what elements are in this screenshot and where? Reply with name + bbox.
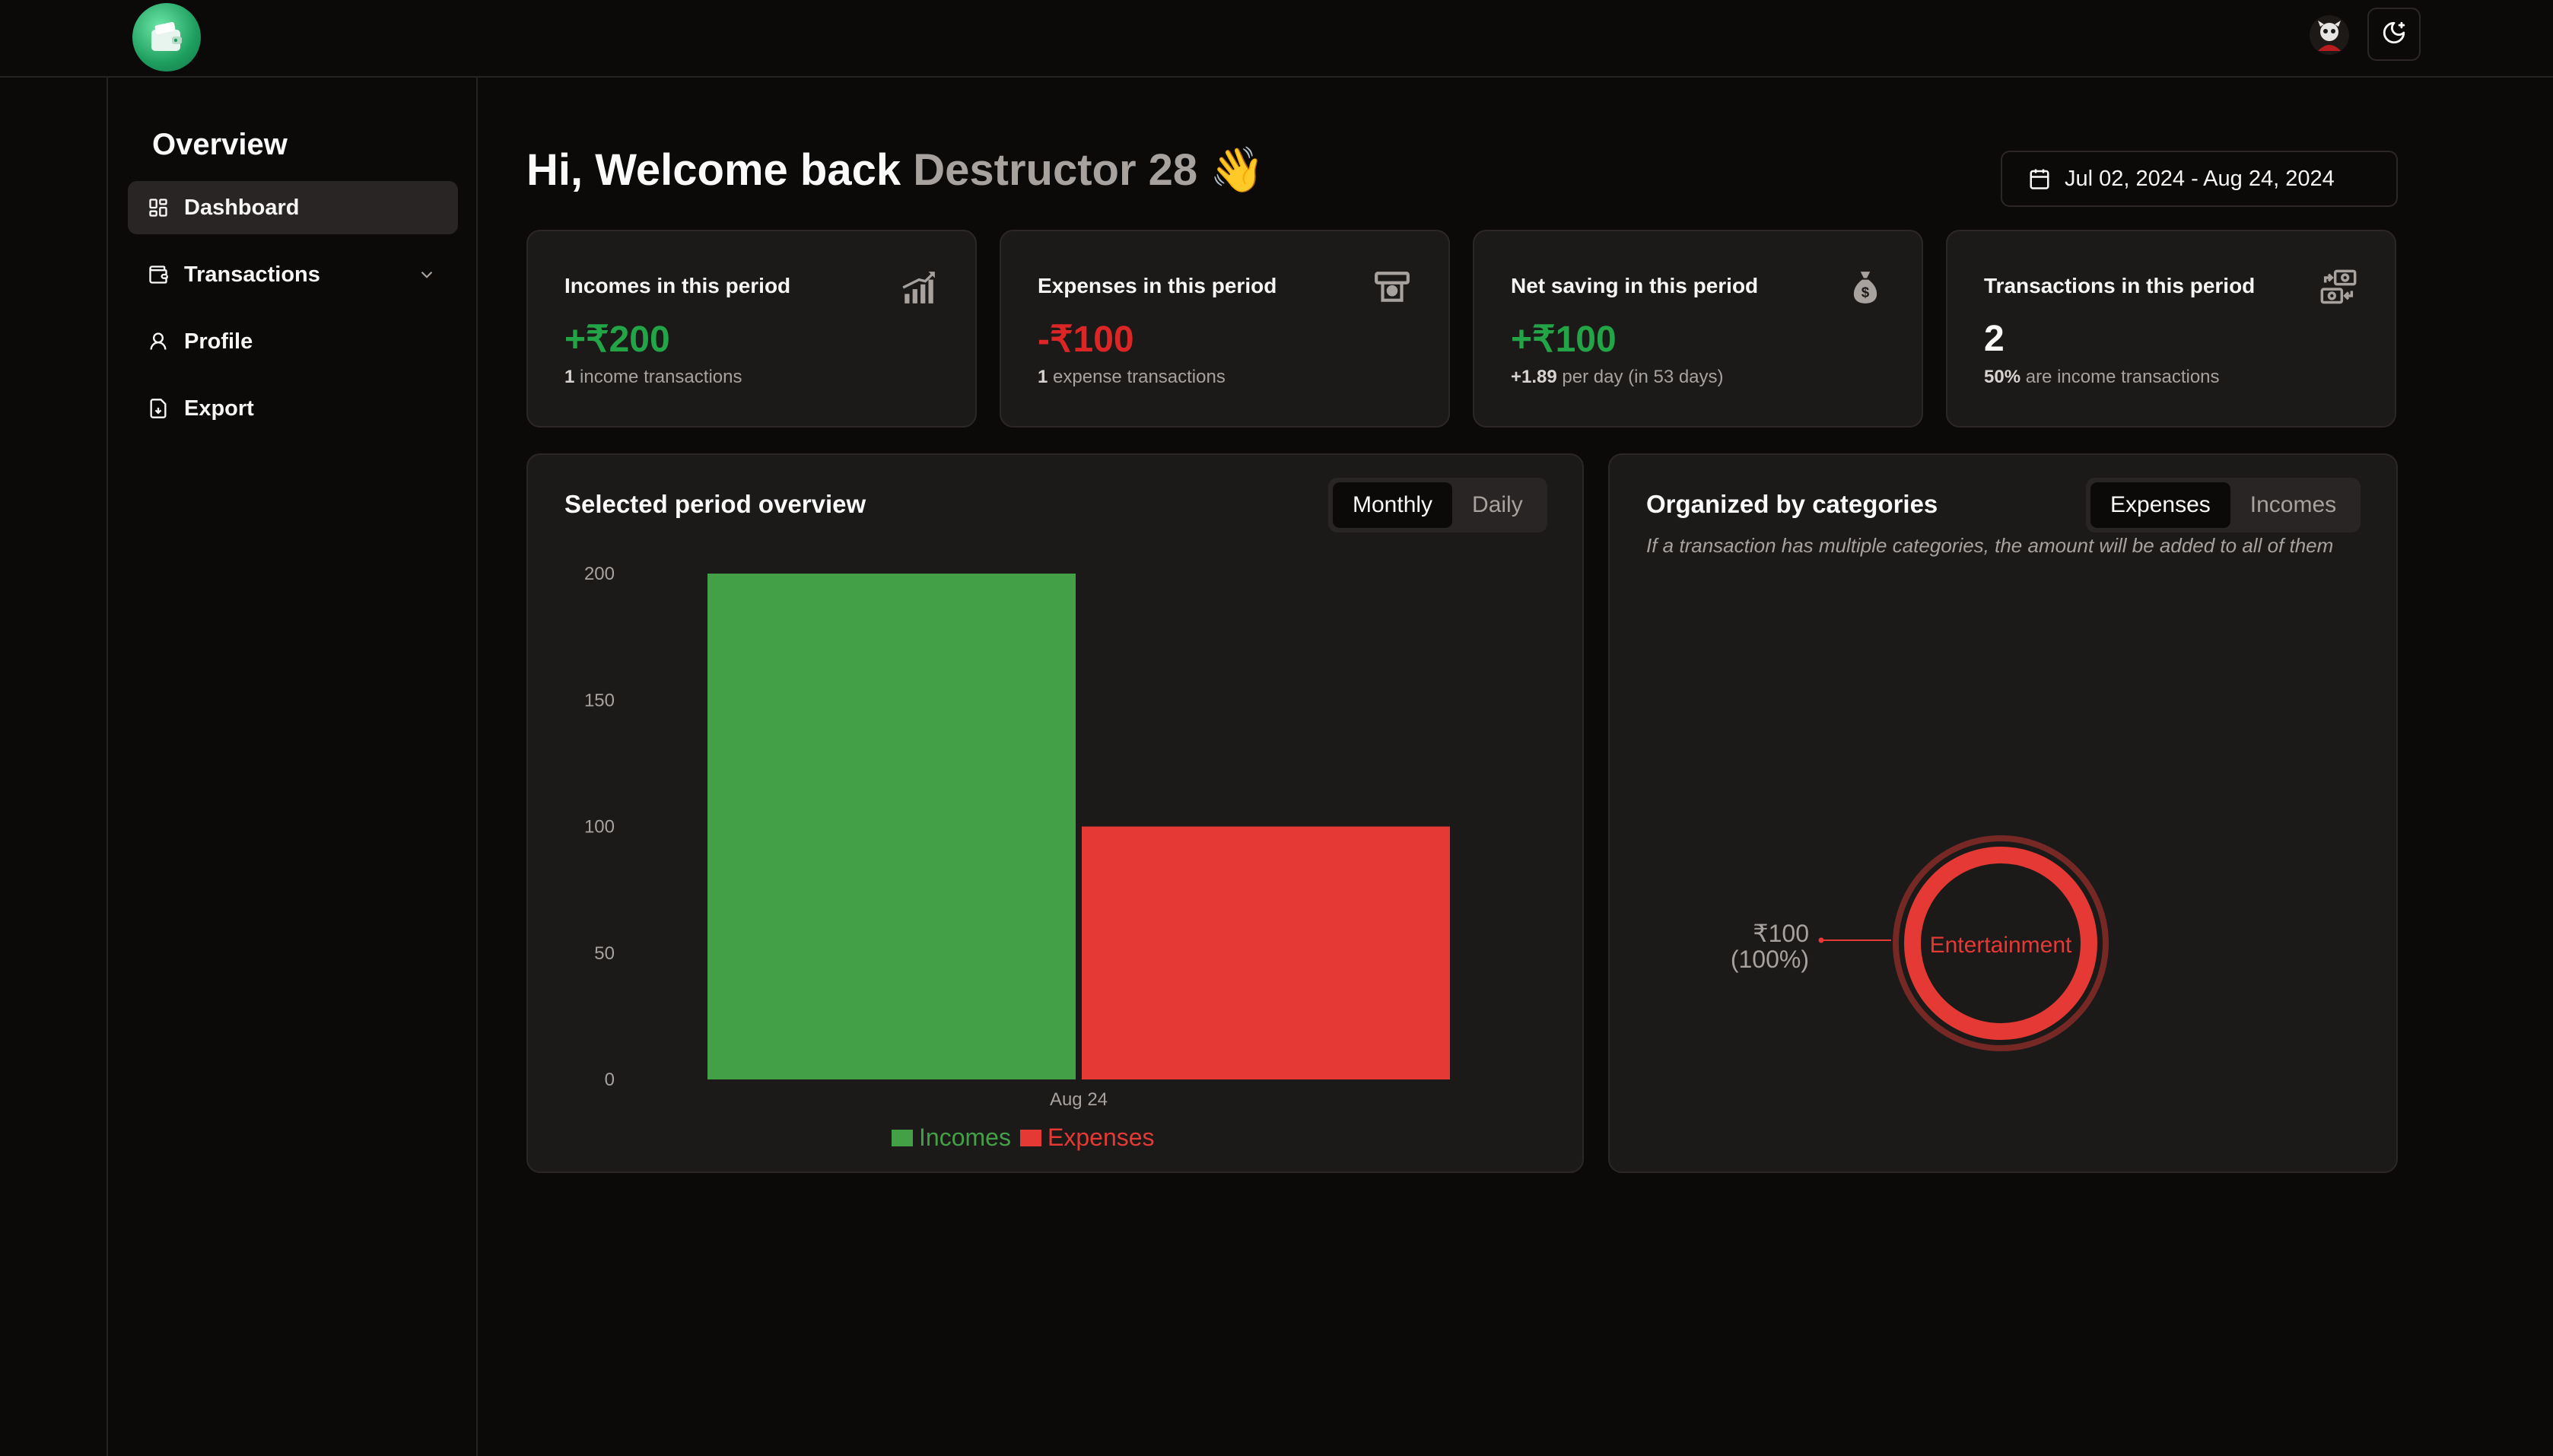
expenses-card: Expenses in this period -₹100 1 expense … xyxy=(1000,230,1450,428)
bar-expenses xyxy=(1082,826,1450,1079)
user-avatar[interactable] xyxy=(2310,15,2349,55)
legend-swatch-incomes xyxy=(892,1130,913,1146)
sidebar-item-dashboard[interactable]: Dashboard xyxy=(128,181,458,234)
card-value: -₹100 xyxy=(1038,319,1134,360)
sidebar-title: Overview xyxy=(152,128,288,161)
y-tick-label: 0 xyxy=(605,1070,615,1090)
panel-title: Selected period overview xyxy=(564,490,866,518)
tab-incomes[interactable]: Incomes xyxy=(2249,492,2337,517)
bar-incomes xyxy=(707,574,1076,1079)
card-value: 2 xyxy=(1984,319,2005,359)
legend-label-incomes: Incomes xyxy=(919,1124,1011,1151)
username: Destructor 28 xyxy=(913,145,1198,195)
moon-icon xyxy=(2381,20,2407,49)
slice-outer-ring xyxy=(1893,835,2109,1051)
cash-exchange-icon xyxy=(2319,268,2358,307)
sidebar: Overview Dashboard Transactions Profile … xyxy=(108,78,478,1456)
slice-label-dot xyxy=(1818,937,1824,943)
pie-chart: Entertainment ₹100(100%) xyxy=(1731,835,2109,1051)
card-subtext: 1 expense transactions xyxy=(1038,367,1226,387)
page-title: Hi, Welcome back Destructor 28 👋 xyxy=(526,145,1265,196)
sidebar-item-label: Export xyxy=(184,396,254,421)
wallet-logo-icon[interactable] xyxy=(132,3,201,72)
sidebar-item-label: Transactions xyxy=(184,262,320,287)
categories-note: If a transaction has multiple categories… xyxy=(1646,534,2334,557)
x-tick-label: Aug 24 xyxy=(1050,1089,1108,1110)
card-label: Transactions in this period xyxy=(1984,274,2256,297)
svg-text:$: $ xyxy=(1861,285,1870,300)
y-tick-label: 200 xyxy=(584,564,615,584)
legend-swatch-expenses xyxy=(1020,1130,1041,1146)
money-bag-icon: $ xyxy=(1846,268,1885,307)
greeting-text: Hi, Welcome back xyxy=(526,145,901,195)
wave-emoji: 👋 xyxy=(1210,145,1265,195)
tab-daily[interactable]: Daily xyxy=(1472,492,1523,517)
card-label: Net saving in this period xyxy=(1511,274,1759,297)
sidebar-item-label: Dashboard xyxy=(184,195,300,220)
y-tick-label: 100 xyxy=(584,817,615,838)
categories-panel: Organized by categories Expenses Incomes… xyxy=(1608,453,2398,1173)
tab-expenses[interactable]: Expenses xyxy=(2090,482,2230,528)
top-bar xyxy=(0,0,2553,78)
card-label: Incomes in this period xyxy=(564,274,791,297)
period-toggle: Monthly Daily xyxy=(1328,478,1547,532)
slice-value-label: ₹100 xyxy=(1753,920,1809,947)
y-tick-label: 150 xyxy=(584,690,615,711)
tab-monthly[interactable]: Monthly xyxy=(1333,482,1453,528)
chart-up-icon xyxy=(899,268,939,307)
slice-label: Entertainment xyxy=(1930,933,2072,958)
left-rail xyxy=(0,78,108,1456)
pie-slice-entertainment xyxy=(1904,847,2097,1040)
card-value: +₹200 xyxy=(564,319,670,360)
category-type-toggle: Expenses Incomes xyxy=(2086,478,2361,532)
atm-icon xyxy=(1372,268,1412,307)
sidebar-item-export[interactable]: Export xyxy=(128,382,458,435)
slice-percent-label: (100%) xyxy=(1731,946,1809,973)
user-icon xyxy=(146,329,170,354)
bar-chart: 0 50 100 150 200 Aug 24 Incomes Expenses xyxy=(584,564,1450,1151)
file-download-icon xyxy=(146,396,170,421)
panel-title: Organized by categories xyxy=(1646,490,1938,518)
date-range-text: Jul 02, 2024 - Aug 24, 2024 xyxy=(2065,166,2335,191)
card-subtext: 1 income transactions xyxy=(564,367,742,387)
wallet-icon xyxy=(146,262,170,287)
card-subtext: +1.89 per day (in 53 days) xyxy=(1511,367,1724,387)
chevron-down-icon[interactable] xyxy=(417,265,437,291)
transactions-card: Transactions in this period 2 50% are in… xyxy=(1946,230,2396,428)
card-subtext: 50% are income transactions xyxy=(1984,367,2220,387)
incomes-card: Incomes in this period +₹200 1 income tr… xyxy=(526,230,977,428)
dashboard-icon xyxy=(146,196,170,220)
sidebar-item-profile[interactable]: Profile xyxy=(128,315,458,368)
date-range-picker[interactable]: Jul 02, 2024 - Aug 24, 2024 xyxy=(2001,151,2398,207)
legend-label-expenses: Expenses xyxy=(1048,1124,1155,1151)
net-saving-card: Net saving in this period $ +₹100 +1.89 … xyxy=(1473,230,1923,428)
card-value: +₹100 xyxy=(1511,319,1617,360)
card-label: Expenses in this period xyxy=(1038,274,1277,297)
sidebar-item-label: Profile xyxy=(184,329,253,354)
y-tick-label: 50 xyxy=(594,943,615,964)
sidebar-item-transactions[interactable]: Transactions xyxy=(128,248,458,301)
theme-toggle-button[interactable] xyxy=(2367,8,2421,61)
calendar-icon xyxy=(2028,167,2051,190)
period-overview-panel: Selected period overview Monthly Daily 0… xyxy=(526,453,1584,1173)
